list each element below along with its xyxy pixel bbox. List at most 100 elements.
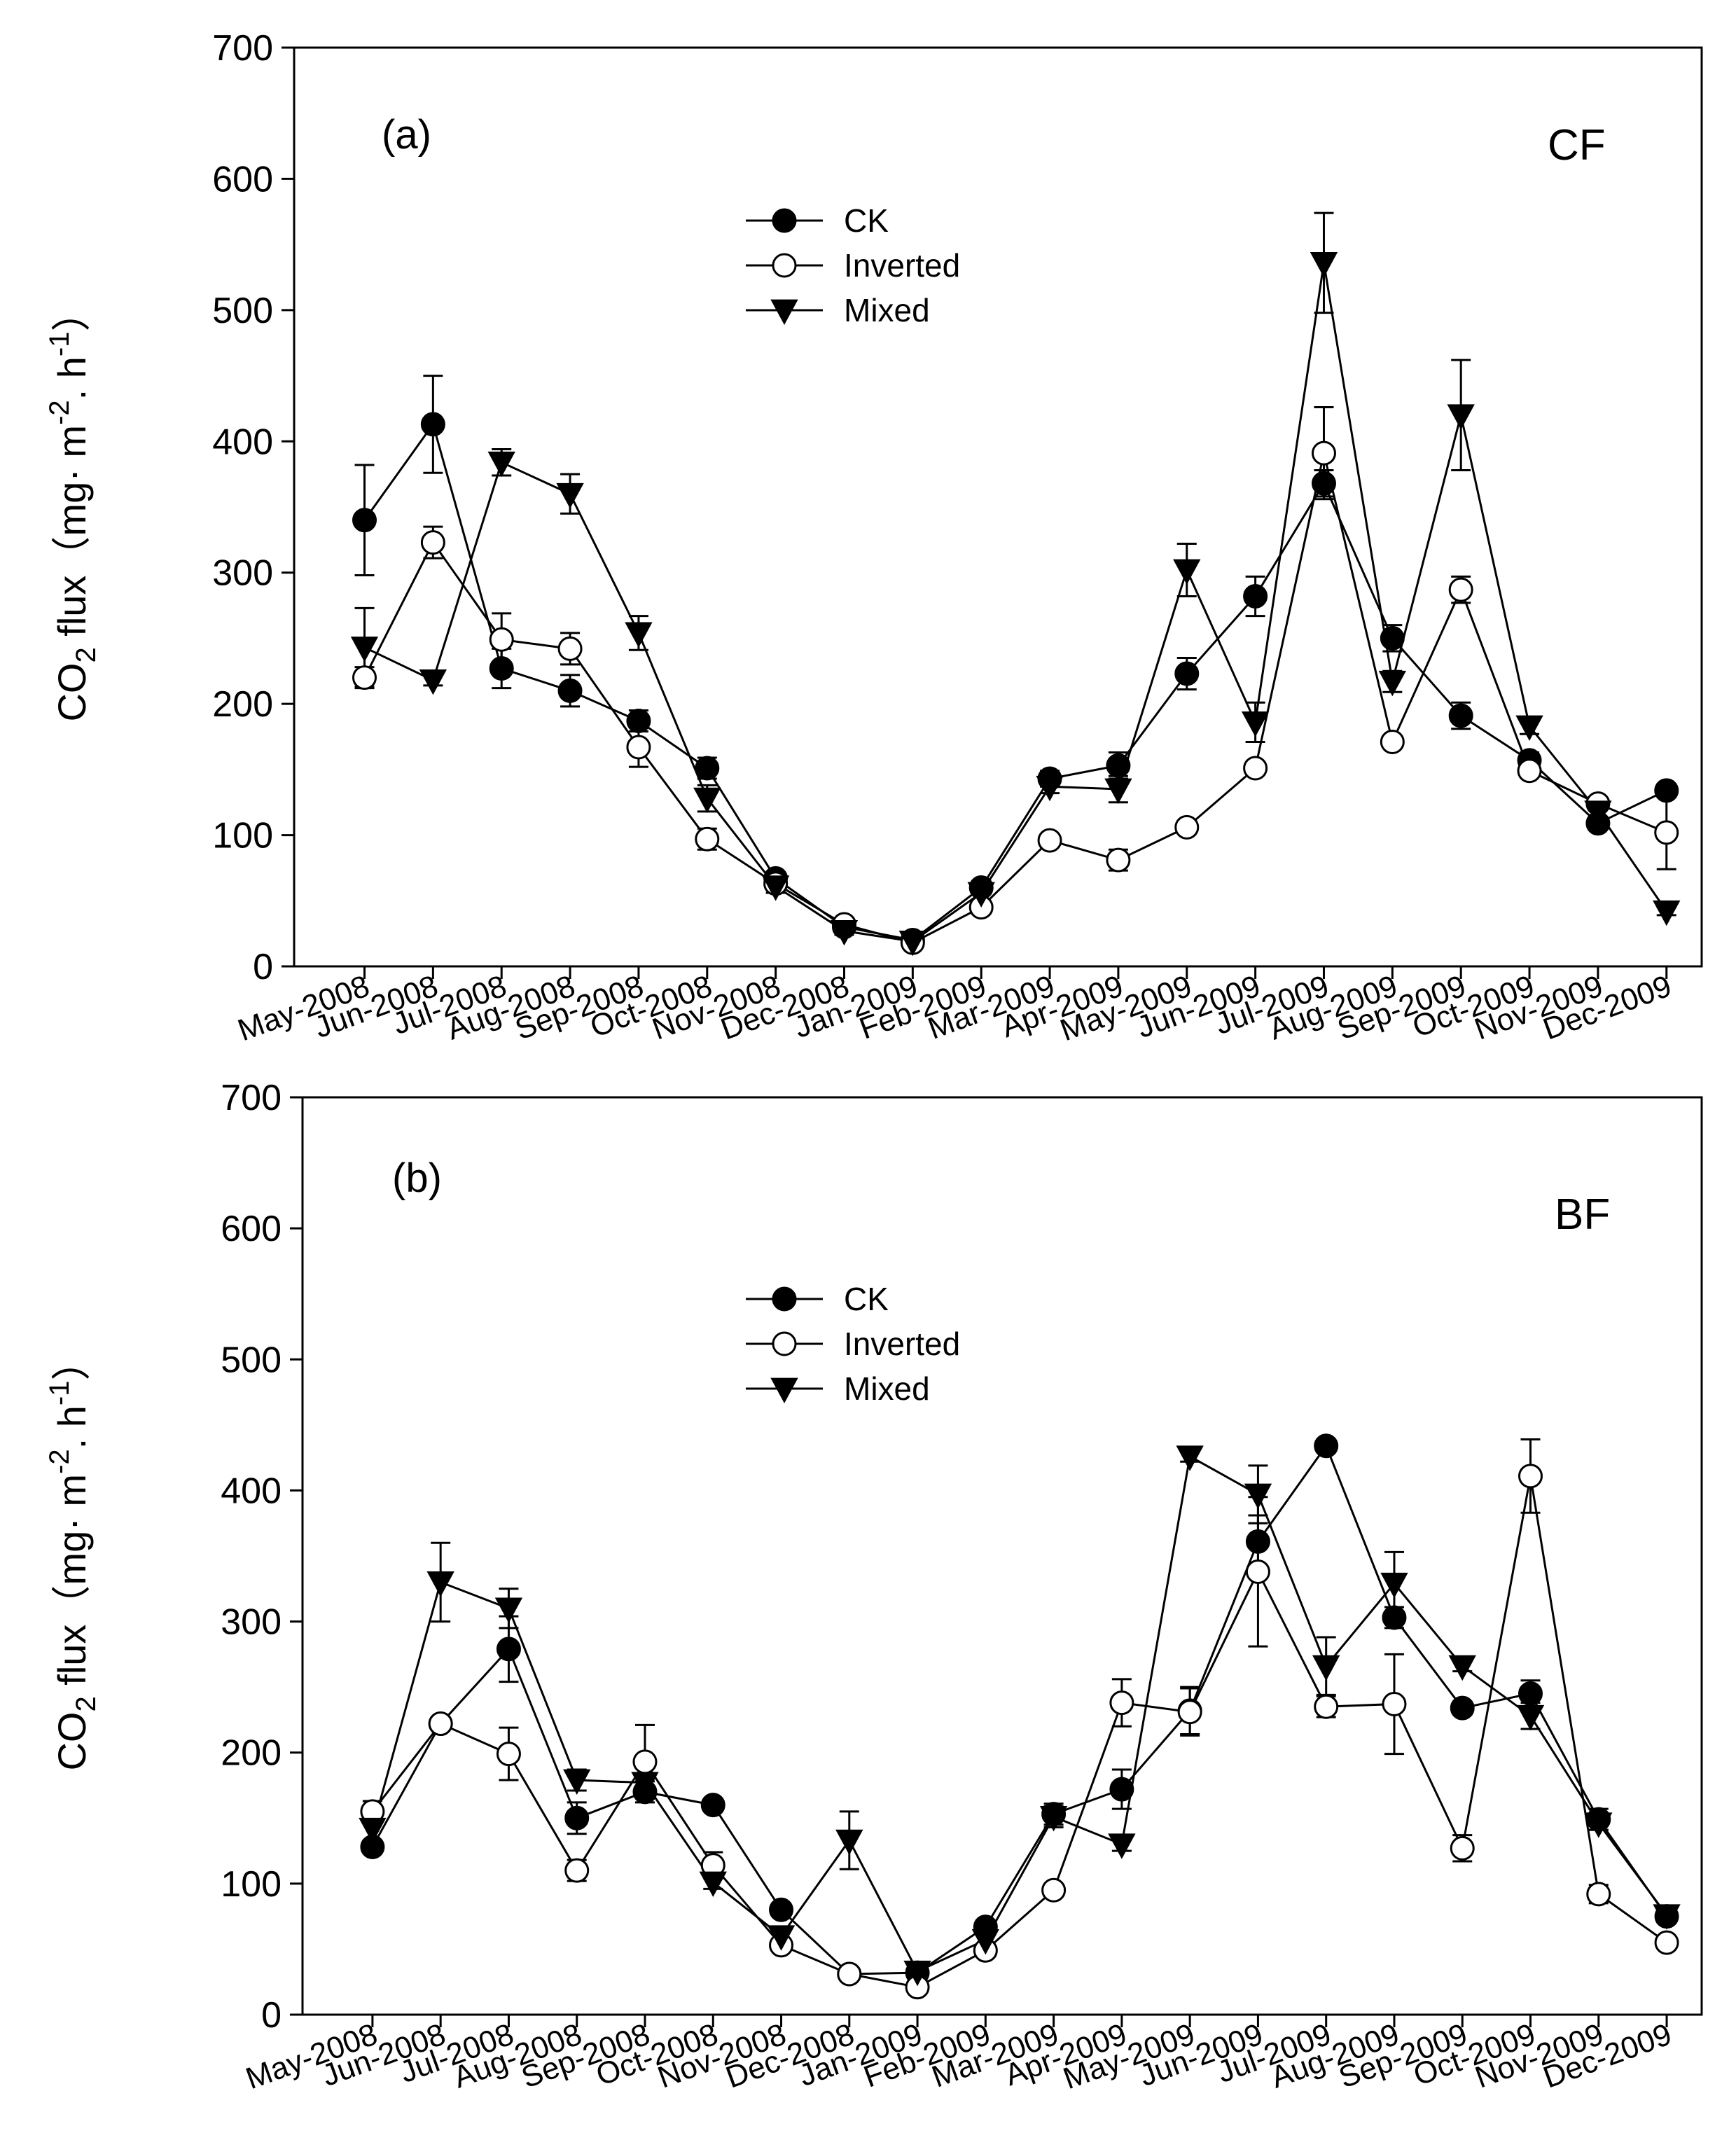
data-point-inverted bbox=[489, 627, 514, 652]
y-axis-label-mid: . h bbox=[50, 356, 94, 400]
y-axis-label-mid: . h bbox=[50, 1405, 94, 1449]
y-tick-label: 500 bbox=[221, 1340, 282, 1380]
data-point-mixed bbox=[1176, 1445, 1204, 1471]
y-tick-label: 600 bbox=[221, 1209, 282, 1249]
data-point-mixed bbox=[1447, 404, 1475, 430]
legend-marker-ck bbox=[772, 208, 797, 233]
y-tick-label: 200 bbox=[221, 1733, 282, 1774]
data-point-mixed bbox=[1448, 1655, 1476, 1681]
data-point-inverted bbox=[428, 1711, 453, 1737]
data-point-ck bbox=[1654, 778, 1679, 803]
y-axis-label-main: CO bbox=[50, 1712, 94, 1771]
data-point-mixed bbox=[625, 622, 653, 648]
legend-marker-mixed bbox=[770, 299, 798, 326]
series-line-inverted bbox=[371, 1475, 1667, 1989]
data-point-ck bbox=[700, 1793, 725, 1818]
data-point-mixed bbox=[350, 637, 379, 662]
data-point-mixed bbox=[1653, 1904, 1681, 1930]
panel-label: (b) bbox=[392, 1155, 442, 1201]
data-point-mixed bbox=[426, 1571, 454, 1597]
data-point-inverted bbox=[1174, 814, 1200, 840]
data-point-mixed bbox=[1241, 711, 1270, 737]
data-point-mixed bbox=[1310, 251, 1338, 278]
data-point-inverted bbox=[1450, 1835, 1475, 1861]
data-point-inverted bbox=[557, 636, 583, 661]
data-point-ck bbox=[1245, 1529, 1270, 1554]
legend: CK Inverted Mixed bbox=[746, 1281, 960, 1407]
data-point-inverted bbox=[632, 1749, 658, 1774]
data-point-ck bbox=[1450, 1695, 1475, 1721]
data-point-mixed bbox=[1378, 670, 1407, 697]
data-point-ck bbox=[564, 1805, 590, 1830]
data-point-mixed bbox=[693, 787, 721, 814]
data-point-ck bbox=[1311, 471, 1336, 496]
data-point-mixed bbox=[494, 1597, 523, 1623]
data-point-inverted bbox=[1382, 1691, 1407, 1716]
y-tick-label: 400 bbox=[221, 1471, 282, 1511]
y-axis-label-sub: 2 bbox=[71, 647, 102, 662]
data-point-inverted bbox=[564, 1858, 590, 1883]
data-point-mixed bbox=[898, 930, 927, 957]
y-axis-label-sub: 2 bbox=[71, 1696, 102, 1711]
data-point-inverted bbox=[1109, 1690, 1134, 1716]
data-point-ck bbox=[420, 412, 445, 437]
y-axis-label-rest: flux（mg· m bbox=[50, 1474, 94, 1696]
data-point-mixed bbox=[487, 451, 515, 478]
plot-frame bbox=[301, 1096, 1703, 2016]
data-point-inverted bbox=[1041, 1877, 1067, 1903]
data-point-mixed bbox=[830, 919, 859, 946]
data-point-mixed bbox=[1380, 1572, 1408, 1599]
legend-label-ck: CK bbox=[844, 202, 889, 239]
data-point-inverted bbox=[1448, 577, 1473, 602]
data-point-inverted bbox=[1380, 729, 1405, 754]
data-point-ck bbox=[1174, 661, 1200, 686]
y-axis-label-end: ） bbox=[50, 1341, 94, 1380]
series-line-mixed bbox=[371, 1454, 1668, 1973]
legend-marker-ck bbox=[772, 1286, 797, 1312]
data-point-ck bbox=[1380, 625, 1405, 651]
data-point-inverted bbox=[1106, 847, 1131, 873]
data-point-mixed bbox=[699, 1871, 727, 1897]
data-point-inverted bbox=[626, 735, 651, 760]
data-point-inverted bbox=[1177, 1700, 1202, 1725]
y-axis-label: CO2 flux（mg· m-2. h-1） bbox=[44, 292, 102, 721]
site-label: BF bbox=[1555, 1190, 1610, 1239]
data-point-mixed bbox=[1173, 559, 1201, 585]
data-point-inverted bbox=[1518, 1464, 1543, 1489]
data-point-inverted bbox=[1517, 758, 1542, 784]
data-point-mixed bbox=[1584, 800, 1612, 826]
y-axis-label-sup2: -1 bbox=[44, 331, 75, 356]
y-tick-label: 200 bbox=[212, 684, 273, 725]
data-point-inverted bbox=[1586, 1882, 1611, 1907]
legend-marker-inverted bbox=[772, 1331, 797, 1356]
y-axis-label-end: ） bbox=[50, 292, 94, 331]
series-layer bbox=[359, 1433, 1681, 2000]
data-point-inverted bbox=[1654, 1930, 1679, 1955]
series-line-inverted bbox=[363, 452, 1667, 944]
y-tick-label: 0 bbox=[253, 947, 273, 987]
legend: CK Inverted Mixed bbox=[746, 202, 960, 328]
data-point-ck bbox=[557, 678, 583, 703]
data-point-ck bbox=[1382, 1605, 1407, 1630]
data-point-mixed bbox=[835, 1829, 863, 1856]
legend-label-ck: CK bbox=[844, 1281, 889, 1317]
y-tick-label: 100 bbox=[221, 1864, 282, 1905]
data-point-mixed bbox=[1312, 1655, 1340, 1681]
data-point-inverted bbox=[352, 665, 377, 690]
data-point-inverted bbox=[1314, 1694, 1339, 1719]
data-point-inverted bbox=[496, 1742, 521, 1767]
y-axis-label-main: CO bbox=[50, 663, 94, 722]
data-point-mixed bbox=[1585, 1812, 1613, 1838]
legend-label-inverted: Inverted bbox=[844, 247, 960, 284]
y-axis-label-sup1: -2 bbox=[44, 1449, 75, 1474]
y-axis-label: CO2 flux（mg· m-2. h-1） bbox=[44, 1341, 102, 1770]
legend-marker-mixed bbox=[770, 1377, 798, 1404]
data-point-mixed bbox=[359, 1817, 387, 1844]
y-tick-label: 100 bbox=[212, 816, 273, 856]
data-point-mixed bbox=[1036, 775, 1064, 802]
data-point-mixed bbox=[767, 1925, 796, 1951]
data-point-ck bbox=[695, 756, 720, 781]
y-axis-label-sup1: -2 bbox=[44, 400, 75, 425]
y-axis-label-sup2: -1 bbox=[44, 1380, 75, 1405]
